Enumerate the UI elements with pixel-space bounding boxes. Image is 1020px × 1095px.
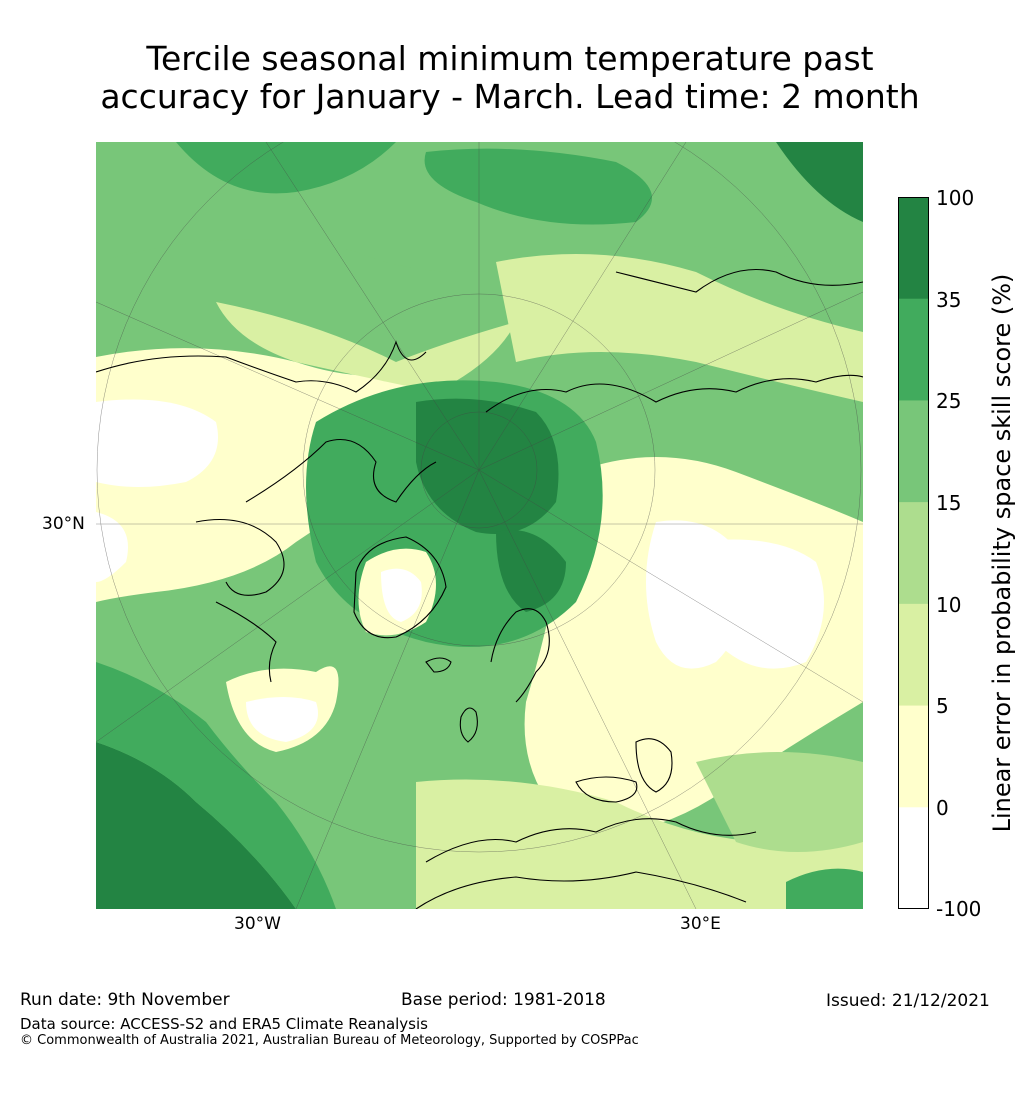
skill-region-asia-none bbox=[696, 539, 824, 669]
colorbar-bin-5 bbox=[898, 705, 929, 808]
colorbar-tick-15: 15 bbox=[936, 491, 962, 515]
meridian-f bbox=[478, 469, 697, 909]
colorbar-bin-4 bbox=[898, 603, 929, 707]
longitude-label-30w: 30°W bbox=[234, 914, 281, 934]
colorbar-tick-minus-100: -100 bbox=[936, 897, 982, 921]
skill-region-south-mid bbox=[696, 752, 863, 852]
title-line-2: accuracy for January - March. Lead time:… bbox=[100, 77, 920, 116]
title-line-1: Tercile seasonal minimum temperature pas… bbox=[146, 39, 874, 78]
data-source: Data source: ACCESS-S2 and ERA5 Climate … bbox=[20, 1015, 428, 1033]
coast-uk bbox=[459, 707, 478, 743]
meridian-a bbox=[265, 142, 480, 471]
skill-region-eurasia-band bbox=[496, 254, 863, 402]
skill-region-top-mid bbox=[424, 148, 652, 225]
skill-region-southwest-high bbox=[96, 742, 296, 909]
meridian-e bbox=[478, 469, 863, 703]
graticule bbox=[96, 142, 863, 909]
issued-date: Issued: 21/12/2021 bbox=[826, 991, 990, 1011]
coastlines bbox=[96, 269, 863, 909]
colorbar-tick-10: 10 bbox=[936, 593, 962, 617]
colorbar-tick-100: 100 bbox=[936, 186, 975, 210]
skill-region-southeast-high bbox=[786, 868, 863, 909]
longitude-label-30e: 30°E bbox=[680, 914, 721, 934]
skill-region-north-america-none bbox=[96, 399, 218, 487]
meridian-g bbox=[295, 469, 480, 909]
coast-black-sea bbox=[575, 776, 638, 803]
colorbar-label: Linear error in probability space skill … bbox=[988, 273, 1016, 833]
colorbar-tick-5: 5 bbox=[936, 694, 949, 718]
skill-region-top-right-high bbox=[776, 142, 863, 222]
run-date: Run date: 9th November bbox=[20, 990, 230, 1010]
colorbar-tick-35: 35 bbox=[936, 288, 962, 312]
colorbar-bin-1 bbox=[898, 298, 929, 401]
skill-region-barents bbox=[496, 530, 566, 612]
skill-region-band-5-10-na bbox=[216, 302, 516, 392]
skill-region-atlantic-none bbox=[246, 697, 318, 742]
coast-alaska bbox=[96, 340, 427, 393]
coast-africa-north bbox=[415, 871, 747, 909]
meridian-h bbox=[96, 469, 480, 743]
colorbar-bin-2 bbox=[898, 400, 929, 503]
skill-region-top-band-high bbox=[176, 142, 396, 194]
lat-circle-30 bbox=[96, 142, 862, 853]
skill-region-south-eurasia bbox=[416, 779, 863, 909]
meridian-i bbox=[96, 301, 480, 471]
coast-scandinavia bbox=[490, 608, 550, 703]
coast-labrador bbox=[215, 601, 277, 683]
colorbar-tick-0: 0 bbox=[936, 796, 949, 820]
colorbar-bin-6 bbox=[898, 807, 929, 909]
coast-greenland bbox=[353, 536, 447, 639]
coast-hudson bbox=[195, 519, 285, 596]
skill-region-southwest-mid bbox=[96, 662, 336, 909]
coast-siberia bbox=[485, 374, 863, 413]
base-period: Base period: 1981-2018 bbox=[401, 990, 606, 1010]
coast-caspian bbox=[635, 738, 673, 793]
polar-map bbox=[96, 142, 863, 909]
colorbar-tick-25: 25 bbox=[936, 389, 962, 413]
coast-iceland bbox=[425, 657, 452, 673]
colorbar-bin-3 bbox=[898, 502, 929, 605]
meridian-c bbox=[478, 142, 687, 471]
skill-region-na-west bbox=[96, 512, 128, 582]
coast-asia-east bbox=[615, 269, 863, 293]
chart-title: Tercile seasonal minimum temperature pas… bbox=[0, 40, 1020, 116]
coast-canada-arctic bbox=[245, 438, 437, 503]
colorbar-bin-0 bbox=[898, 197, 929, 300]
meridian-d bbox=[478, 291, 863, 471]
copyright-notice: © Commonwealth of Australia 2021, Austra… bbox=[20, 1033, 639, 1048]
skill-region-greenland-core bbox=[381, 568, 422, 622]
latitude-label-30n: 30°N bbox=[42, 514, 85, 534]
coast-europe-south bbox=[425, 818, 757, 863]
colorbar bbox=[898, 197, 929, 909]
